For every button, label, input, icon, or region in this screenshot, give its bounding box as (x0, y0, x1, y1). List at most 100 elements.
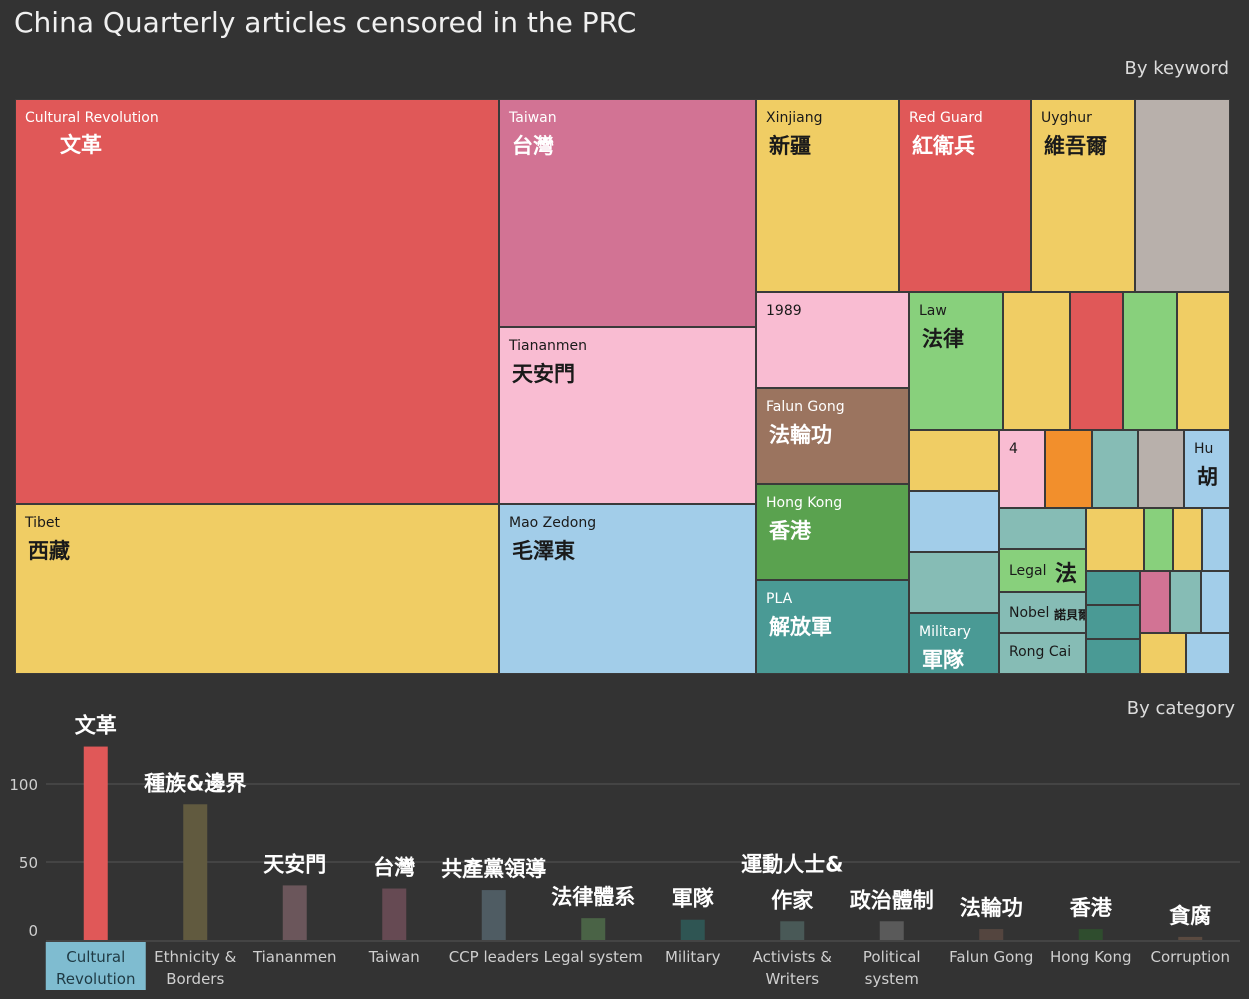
treemap-tile-keyword-41[interactable] (1140, 633, 1186, 674)
treemap-tile-uyghur[interactable]: Uyghur 維吾爾 (1031, 99, 1135, 292)
treemap-tile-keyword-24[interactable] (909, 491, 999, 552)
tile-label-en: Hu (1194, 441, 1214, 457)
tile-label-en: Falun Gong (766, 399, 845, 415)
treemap-tile-keyword-31[interactable] (1086, 508, 1144, 571)
category-label[interactable]: Political (863, 948, 921, 966)
tile-label-zh: 西藏 (28, 539, 70, 563)
category-label[interactable]: Legal system (544, 948, 643, 966)
category-label[interactable]: Borders (166, 970, 224, 988)
treemap-tile-keyword-8[interactable] (1135, 99, 1230, 292)
treemap-tile-keyword-32[interactable] (1144, 508, 1173, 571)
bar-label-zh: 法律體系 (551, 885, 635, 909)
treemap-tile-mao-zedong[interactable]: Mao Zedong 毛澤東 (499, 504, 756, 674)
bar-label-zh: 法輪功 (960, 896, 1023, 920)
bar-ethnicity-borders[interactable] (183, 804, 208, 940)
treemap-tile-keyword-16[interactable] (1123, 292, 1177, 430)
treemap-tile-keyword-17[interactable] (1177, 292, 1230, 430)
category-label[interactable]: Revolution (56, 970, 135, 988)
treemap-tile-keyword-15[interactable] (1070, 292, 1123, 430)
tile-label-zh: 台灣 (512, 134, 554, 158)
treemap-tile-1989[interactable]: 1989 (756, 292, 909, 388)
category-label[interactable]: Writers (765, 970, 819, 988)
tile-label-en: Law (919, 303, 947, 319)
bar-label-zh: 貪腐 (1169, 904, 1211, 928)
treemap-tile-keyword-40[interactable] (1201, 571, 1230, 633)
bar-hong-kong[interactable] (1078, 929, 1103, 940)
tile-label-zh: 諾貝爾 (1054, 607, 1085, 622)
tile-label-en: Cultural Revolution (25, 110, 159, 126)
tile-label-en: Hong Kong (766, 495, 843, 511)
bar-cultural-revolution[interactable] (83, 746, 108, 940)
treemap-tile-keyword-21[interactable] (1092, 430, 1138, 508)
category-label[interactable]: Taiwan (368, 948, 420, 966)
treemap-tile-hong-kong[interactable]: Hong Kong 香港 (756, 484, 909, 580)
treemap-tile-taiwan[interactable]: Taiwan 台灣 (499, 99, 756, 327)
bar-legal-system[interactable] (581, 918, 606, 940)
tile-label-en: Tiananmen (509, 338, 588, 354)
bar-ccp-leaders[interactable] (481, 890, 506, 940)
category-label[interactable]: Tiananmen (252, 948, 337, 966)
tile-label-zh: 軍隊 (922, 648, 964, 672)
bar-tiananmen[interactable] (282, 885, 307, 940)
bar-activists-writers[interactable] (780, 921, 805, 940)
treemap-tile-red-guard[interactable]: Red Guard 紅衛兵 (899, 99, 1031, 292)
treemap-tile-nobel[interactable]: Nobel 諾貝爾 (999, 592, 1086, 633)
treemap-tile-keyword-20[interactable] (1045, 430, 1092, 508)
bar-falun-gong[interactable] (979, 929, 1004, 940)
category-label[interactable]: Activists & (753, 948, 833, 966)
treemap-tile-keyword-35[interactable] (1086, 571, 1140, 605)
category-label[interactable]: Corruption (1151, 948, 1230, 966)
treemap-tile-keyword-37[interactable] (1086, 639, 1140, 674)
category-label[interactable]: CCP leaders (449, 948, 539, 966)
tile-label-zh: 解放軍 (769, 615, 832, 639)
treemap-tile-keyword-42[interactable] (1186, 633, 1230, 674)
category-label[interactable]: Ethnicity & (154, 948, 236, 966)
tile-label-en: Tibet (25, 515, 60, 531)
tile-label-en: Taiwan (509, 110, 557, 126)
treemap-tile-pla[interactable]: PLA 解放軍 (756, 580, 909, 674)
tile-label-zh: 天安門 (512, 362, 575, 386)
treemap-tile-hu[interactable]: Hu 胡 (1184, 430, 1230, 508)
bar-taiwan[interactable] (382, 888, 407, 940)
y-tick-label: 50 (19, 854, 38, 872)
category-label[interactable]: Cultural (66, 948, 125, 966)
tile-label-zh: 新疆 (769, 134, 811, 158)
bar-military[interactable] (680, 919, 705, 940)
bar-chart-heading: By category (1126, 698, 1235, 719)
treemap-tile-rong-cai[interactable]: Rong Cai (999, 633, 1086, 674)
treemap-tile-4[interactable]: 4 (999, 430, 1045, 508)
bar-label-zh: 軍隊 (672, 887, 715, 911)
treemap-tile-keyword-18[interactable] (909, 430, 999, 491)
treemap-tile-xinjiang[interactable]: Xinjiang 新疆 (756, 99, 899, 292)
tile-label-zh: 維吾爾 (1044, 134, 1107, 158)
bar-political-system[interactable] (879, 921, 904, 940)
treemap-tile-cultural-revolution[interactable]: Cultural Revolution 文革 (15, 99, 499, 504)
treemap-tile-keyword-34[interactable] (1202, 508, 1230, 571)
treemap-tile-keyword-38[interactable] (1140, 571, 1170, 633)
treemap-tile-legal[interactable]: Legal 法 (999, 549, 1086, 592)
selected-category-highlight (45, 942, 146, 990)
treemap-tile-keyword-14[interactable] (1003, 292, 1070, 430)
category-label[interactable]: Military (665, 948, 721, 966)
bar-label-zh: 運動人士& (741, 852, 843, 876)
bar-label-zh: 共產黨領導 (441, 857, 546, 881)
tile-label-zh: 香港 (769, 519, 811, 543)
treemap-tile-keyword-22[interactable] (1138, 430, 1184, 508)
treemap-tile-tibet[interactable]: Tibet 西藏 (15, 504, 499, 674)
category-label[interactable]: system (865, 970, 919, 988)
treemap-tile-keyword-25[interactable] (909, 552, 999, 613)
treemap-tile-keyword-27[interactable] (999, 508, 1086, 549)
bar-corruption[interactable] (1178, 936, 1203, 940)
category-label[interactable]: Falun Gong (949, 948, 1033, 966)
treemap-tile-military[interactable]: Military 軍隊 (909, 613, 999, 674)
tile-label-zh: 胡 (1197, 465, 1218, 489)
tile-label-en: Military (919, 624, 971, 640)
treemap-tile-keyword-33[interactable] (1173, 508, 1202, 571)
treemap-tile-keyword-39[interactable] (1170, 571, 1201, 633)
treemap-tile-law[interactable]: Law 法律 (909, 292, 1003, 430)
category-label[interactable]: Hong Kong (1050, 948, 1132, 966)
treemap-tile-falun-gong[interactable]: Falun Gong 法輪功 (756, 388, 909, 484)
y-tick-label: 0 (28, 922, 38, 940)
treemap-tile-tiananmen[interactable]: Tiananmen 天安門 (499, 327, 756, 504)
treemap-tile-keyword-36[interactable] (1086, 605, 1140, 639)
